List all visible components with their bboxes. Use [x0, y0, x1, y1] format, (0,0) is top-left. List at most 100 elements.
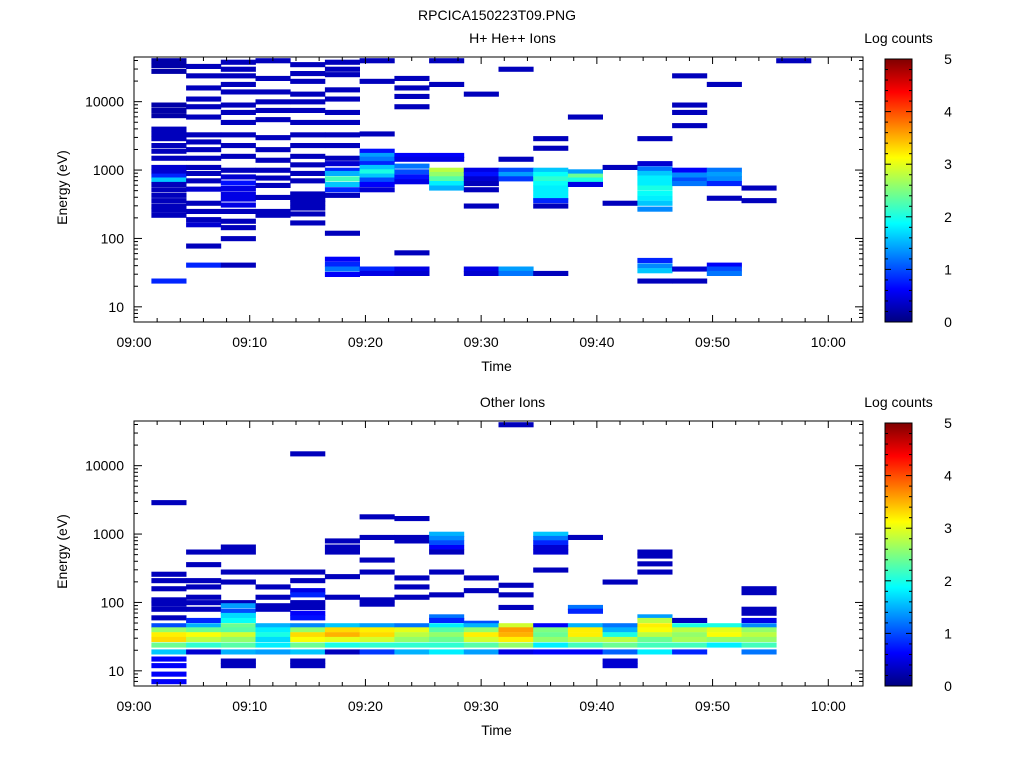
heatmap-cell — [255, 182, 291, 188]
heatmap-cell — [220, 642, 256, 648]
heatmap-cell — [324, 155, 360, 161]
heatmap-cell — [533, 636, 569, 642]
heatmap-cell — [637, 614, 673, 620]
heatmap-cell — [186, 164, 222, 170]
heatmap-cell — [498, 176, 534, 182]
heatmap-cell — [186, 170, 222, 176]
colorbar — [884, 58, 913, 323]
heatmap-cell — [324, 256, 360, 262]
heatmap-cell — [741, 632, 777, 638]
heatmap-cell — [220, 617, 256, 623]
heatmap-cell — [394, 632, 430, 638]
y-tick-label: 100 — [101, 230, 125, 246]
heatmap-cell — [151, 606, 187, 612]
heatmap-cell — [151, 500, 187, 506]
heatmap-cell — [324, 192, 360, 198]
heatmap-cell — [359, 632, 395, 638]
x-tick-label: 09:00 — [116, 698, 151, 714]
heatmap-cell — [741, 627, 777, 633]
heatmap-cell — [151, 623, 187, 629]
heatmap-cell — [672, 172, 708, 178]
heatmap-cell — [151, 198, 187, 204]
heatmap-cell — [151, 586, 187, 592]
heatmap-cell — [359, 569, 395, 575]
heatmap-cell — [255, 135, 291, 141]
heatmap-cell — [394, 163, 430, 169]
heatmap-cell — [637, 263, 673, 269]
heatmap-cell — [567, 604, 603, 610]
heatmap-cell — [463, 270, 499, 276]
heatmap-cell — [463, 187, 499, 193]
heatmap-cell — [324, 96, 360, 102]
heatmap-cell — [255, 569, 291, 575]
heatmap-cell — [706, 642, 742, 648]
colorbar-label: Log counts — [864, 30, 933, 46]
heatmap-cell — [290, 91, 326, 97]
heatmap-cell — [429, 171, 465, 177]
heatmap-cell — [706, 266, 742, 272]
heatmap-cell — [186, 155, 222, 161]
heatmap-cell — [672, 181, 708, 187]
heatmap-cell — [290, 153, 326, 159]
heatmap-cell — [220, 208, 256, 214]
heatmap-cell — [429, 627, 465, 633]
x-tick-label: 09:20 — [348, 698, 383, 714]
heatmap-cell — [498, 156, 534, 162]
heatmap-cell — [324, 181, 360, 187]
heatmap-cell — [220, 174, 256, 180]
heatmap-cell — [394, 169, 430, 175]
heatmap-cell — [290, 170, 326, 176]
heatmap-cell — [359, 597, 395, 603]
heatmap-cell — [151, 63, 187, 69]
heatmap-cell — [359, 514, 395, 520]
heatmap-cell — [324, 143, 360, 149]
heatmap-cell — [186, 262, 222, 268]
heatmap-cell — [151, 192, 187, 198]
heatmap-cell — [741, 606, 777, 612]
heatmap-cell — [290, 143, 326, 149]
heatmap-cell — [220, 73, 256, 79]
heatmap-cell — [741, 623, 777, 629]
heatmap-cell — [324, 59, 360, 65]
heatmap-cell — [290, 658, 326, 664]
heatmap-cell — [637, 161, 673, 167]
heatmap-cell — [602, 623, 638, 629]
heatmap-cell — [533, 531, 569, 537]
heatmap-cell — [394, 627, 430, 633]
heatmap-cell — [429, 592, 465, 598]
heatmap-cell — [533, 549, 569, 555]
heatmap-cell — [567, 177, 603, 183]
heatmap-cell — [498, 66, 534, 72]
heatmap-cell — [151, 68, 187, 74]
x-tick-label: 09:00 — [116, 334, 151, 350]
heatmap-cell — [533, 567, 569, 573]
heatmap-cell — [255, 75, 291, 81]
heatmap-cell — [186, 606, 222, 612]
heatmap-cell — [255, 649, 291, 655]
heatmap-cell — [394, 250, 430, 256]
y-tick-label: 10 — [108, 299, 124, 315]
heatmap-cell — [567, 169, 603, 175]
heatmap-cell — [290, 62, 326, 68]
heatmap-cell — [359, 270, 395, 276]
heatmap-cell — [429, 617, 465, 623]
heatmap-cell — [706, 181, 742, 187]
x-tick-label: 09:30 — [464, 334, 499, 350]
heatmap-cell — [151, 203, 187, 209]
heatmap-cell — [220, 102, 256, 108]
heatmap-cell — [324, 176, 360, 182]
heatmap-cell — [324, 87, 360, 93]
heatmap-cell — [637, 136, 673, 142]
heatmap-cell — [255, 107, 291, 113]
heatmap-cell — [151, 571, 187, 577]
heatmap-cell — [220, 89, 256, 95]
heatmap-cell — [290, 627, 326, 633]
heatmap-cell — [463, 649, 499, 655]
heatmap-cell — [567, 632, 603, 638]
heatmap-cell — [151, 278, 187, 284]
heatmap-cell — [429, 531, 465, 537]
heatmap-cell — [151, 679, 187, 685]
y-axis-label: Energy (eV) — [54, 514, 70, 589]
heatmap-cell — [290, 178, 326, 184]
